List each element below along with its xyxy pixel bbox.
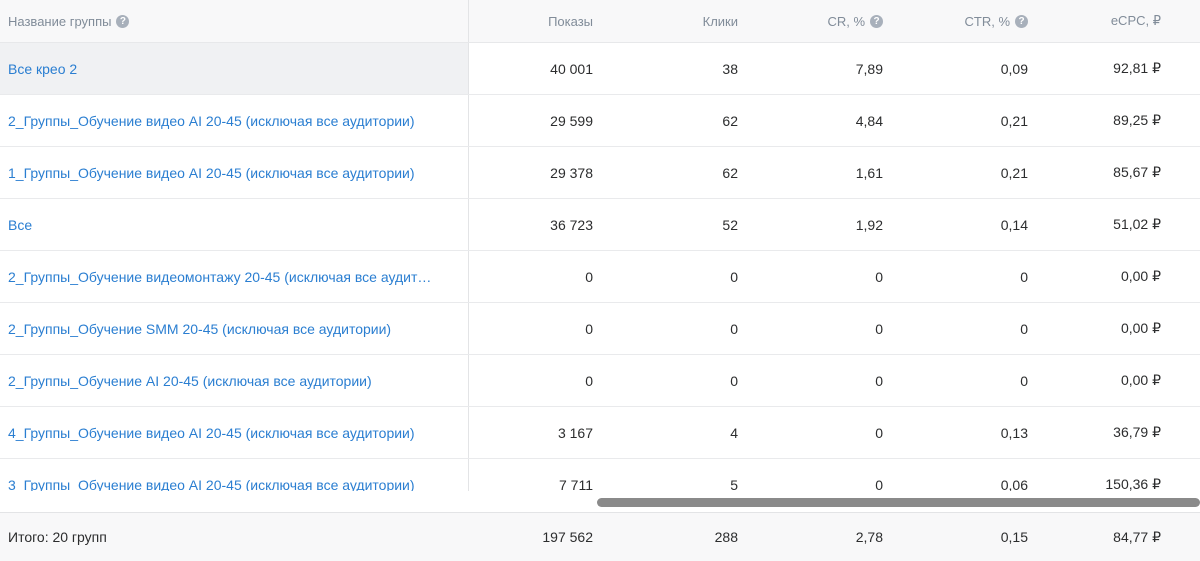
- group-link[interactable]: 1_Группы_Обучение видео AI 20-45 (исключ…: [8, 164, 415, 181]
- cr-cell: 1,61: [855, 164, 883, 181]
- column-header-clicks[interactable]: Клики: [593, 0, 738, 42]
- ecpc-cell: 92,81 ₽: [1113, 60, 1161, 76]
- ctr-cell: 0: [1020, 268, 1028, 285]
- total-clicks: 288: [714, 529, 738, 545]
- row-name-cell: 2_Группы_Обучение видео AI 20-45 (исключ…: [0, 95, 469, 146]
- impressions-cell: 29 599: [550, 112, 593, 129]
- cr-cell: 0: [875, 424, 883, 441]
- ecpc-cell: 0,00 ₽: [1120, 372, 1161, 388]
- total-impressions: 197 562: [542, 529, 593, 545]
- impressions-cell: 40 001: [550, 60, 593, 77]
- group-link[interactable]: 2_Группы_Обучение видео AI 20-45 (исключ…: [8, 112, 415, 129]
- impressions-cell: 29 378: [550, 164, 593, 181]
- cr-cell: 1,92: [855, 216, 883, 233]
- horizontal-scrollbar[interactable]: [469, 492, 1200, 512]
- group-link[interactable]: Все: [8, 216, 33, 233]
- column-header-name-label: Название группы: [8, 13, 112, 29]
- clicks-cell: 0: [730, 268, 738, 285]
- ecpc-cell: 150,36 ₽: [1105, 476, 1161, 491]
- ctr-cell: 0,21: [1000, 164, 1028, 181]
- column-header-ecpc-label: eCPC, ₽: [1110, 13, 1161, 28]
- impressions-cell: 0: [585, 268, 593, 285]
- table-footer-totals: Итого: 20 групп 197 562 288 2,78 0,15 84…: [0, 512, 1200, 561]
- cr-cell: 0: [875, 320, 883, 337]
- row-name-cell: Все: [0, 199, 469, 250]
- ctr-cell: 0,09: [1000, 60, 1028, 77]
- clicks-cell: 38: [722, 60, 738, 77]
- column-header-impressions[interactable]: Показы: [469, 0, 593, 42]
- table-row[interactable]: 2_Группы_Обучение AI 20-45 (исключая все…: [0, 355, 1200, 407]
- clicks-cell: 0: [730, 320, 738, 337]
- row-name-cell: Все крео 2: [0, 43, 469, 94]
- table-row[interactable]: Все крео 2 40 001 38 7,89 0,09 92,81 ₽: [0, 43, 1200, 95]
- cr-cell: 0: [875, 268, 883, 285]
- row-name-cell: 2_Группы_Обучение SMM 20-45 (исключая вс…: [0, 303, 469, 354]
- column-header-clicks-label: Клики: [702, 13, 738, 29]
- ctr-cell: 0: [1020, 320, 1028, 337]
- help-icon[interactable]: ?: [870, 14, 883, 28]
- column-header-cr[interactable]: CR, % ?: [738, 0, 883, 42]
- help-icon[interactable]: ?: [1015, 14, 1028, 28]
- clicks-cell: 0: [730, 372, 738, 389]
- cr-cell: 0: [875, 476, 883, 492]
- table-row[interactable]: Все 36 723 52 1,92 0,14 51,02 ₽: [0, 199, 1200, 251]
- row-name-cell: 3_Группы_Обучение видео AI 20-45 (исключ…: [0, 459, 469, 491]
- impressions-cell: 0: [585, 372, 593, 389]
- ecpc-cell: 0,00 ₽: [1120, 320, 1161, 336]
- row-name-cell: 4_Группы_Обучение видео AI 20-45 (исключ…: [0, 407, 469, 458]
- column-header-impressions-label: Показы: [548, 13, 593, 29]
- ecpc-cell: 51,02 ₽: [1113, 216, 1161, 232]
- clicks-cell: 62: [722, 112, 738, 129]
- cr-cell: 0: [875, 372, 883, 389]
- total-ecpc: 84,77 ₽: [1113, 528, 1161, 545]
- scrollbar-thumb[interactable]: [597, 498, 1200, 507]
- group-link[interactable]: 4_Группы_Обучение видео AI 20-45 (исключ…: [8, 424, 415, 441]
- group-link[interactable]: 3_Группы_Обучение видео AI 20-45 (исключ…: [8, 476, 415, 492]
- column-header-ctr-label: CTR, %: [964, 13, 1011, 29]
- column-header-ctr[interactable]: CTR, % ?: [883, 0, 1028, 42]
- ctr-cell: 0,21: [1000, 112, 1028, 129]
- row-name-cell: 2_Группы_Обучение видеомонтажу 20-45 (ис…: [0, 251, 469, 302]
- clicks-cell: 62: [722, 164, 738, 181]
- column-header-cr-label: CR, %: [827, 13, 865, 29]
- column-header-ecpc[interactable]: eCPC, ₽: [1028, 0, 1173, 42]
- ctr-cell: 0: [1020, 372, 1028, 389]
- clicks-cell: 4: [730, 424, 738, 441]
- row-name-cell: 2_Группы_Обучение AI 20-45 (исключая все…: [0, 355, 469, 406]
- table-body[interactable]: Все крео 2 40 001 38 7,89 0,09 92,81 ₽ 2…: [0, 43, 1200, 491]
- totals-label: Итого: 20 групп: [0, 513, 469, 561]
- cr-cell: 4,84: [855, 112, 883, 129]
- table-row[interactable]: 2_Группы_Обучение SMM 20-45 (исключая вс…: [0, 303, 1200, 355]
- ctr-cell: 0,14: [1000, 216, 1028, 233]
- total-cr: 2,78: [855, 529, 883, 545]
- impressions-cell: 3 167: [557, 424, 593, 441]
- cr-cell: 7,89: [855, 60, 883, 77]
- group-link[interactable]: 2_Группы_Обучение SMM 20-45 (исключая вс…: [8, 320, 392, 337]
- table-row[interactable]: 1_Группы_Обучение видео AI 20-45 (исключ…: [0, 147, 1200, 199]
- table-row[interactable]: 4_Группы_Обучение видео AI 20-45 (исключ…: [0, 407, 1200, 459]
- group-link[interactable]: Все крео 2: [8, 60, 78, 77]
- ecpc-cell: 0,00 ₽: [1120, 268, 1161, 284]
- ecpc-cell: 36,79 ₽: [1113, 424, 1161, 440]
- group-link[interactable]: 2_Группы_Обучение видеомонтажу 20-45 (ис…: [8, 268, 432, 285]
- table-header: Название группы ? Показы Клики CR, % ? C…: [0, 0, 1200, 43]
- ecpc-cell: 89,25 ₽: [1113, 112, 1161, 128]
- table-row[interactable]: 2_Группы_Обучение видео AI 20-45 (исключ…: [0, 95, 1200, 147]
- impressions-cell: 7 711: [559, 476, 593, 492]
- ctr-cell: 0,06: [1000, 476, 1028, 492]
- row-name-cell: 1_Группы_Обучение видео AI 20-45 (исключ…: [0, 147, 469, 198]
- impressions-cell: 36 723: [550, 216, 593, 233]
- ecpc-cell: 85,67 ₽: [1113, 164, 1161, 180]
- help-icon[interactable]: ?: [116, 14, 130, 28]
- clicks-cell: 52: [722, 216, 738, 233]
- group-link[interactable]: 2_Группы_Обучение AI 20-45 (исключая все…: [8, 372, 372, 389]
- column-header-name[interactable]: Название группы ?: [0, 0, 469, 42]
- impressions-cell: 0: [585, 320, 593, 337]
- total-ctr: 0,15: [1000, 529, 1028, 545]
- table-row[interactable]: 3_Группы_Обучение видео AI 20-45 (исключ…: [0, 459, 1200, 491]
- table-row[interactable]: 2_Группы_Обучение видеомонтажу 20-45 (ис…: [0, 251, 1200, 303]
- ctr-cell: 0,13: [1000, 424, 1028, 441]
- clicks-cell: 5: [730, 476, 738, 492]
